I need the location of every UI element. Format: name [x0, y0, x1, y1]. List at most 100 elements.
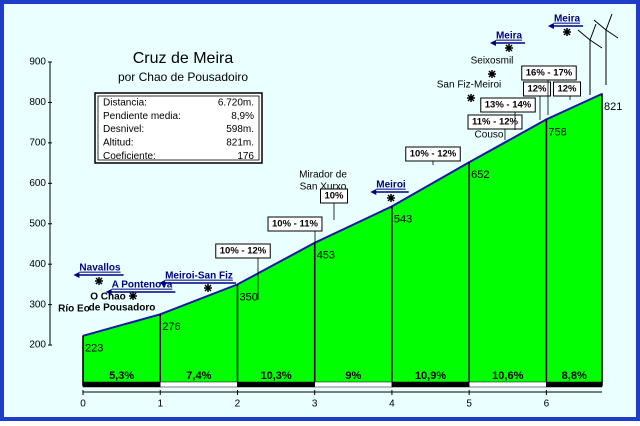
place-arrowhead [370, 189, 377, 195]
gradient-bar [391, 381, 470, 388]
y-tick-label: 200 [29, 340, 46, 351]
asterisk-icon [488, 70, 496, 78]
x-tick-label: 5 [466, 399, 472, 410]
stat-label: Coeficiente: [103, 151, 156, 162]
turbine-icon [593, 13, 619, 85]
gradient-bar [314, 381, 393, 388]
ramp-label: 10% - 12% [410, 149, 457, 160]
ramp-box [319, 188, 349, 204]
chart-title: Cruz de Meira [133, 50, 234, 67]
place-label: San Fiz-Meiroi [437, 80, 501, 91]
asterisk-icon [563, 28, 571, 36]
y-tick-label: 300 [29, 299, 46, 310]
place-label: A Pontenova [112, 280, 173, 291]
gradient-label: 10,6% [492, 370, 523, 382]
gradient-bar [546, 381, 603, 388]
ramp-box [215, 243, 271, 259]
ramp-label: 10% [324, 191, 344, 202]
place-label: Seixosmil [471, 56, 514, 67]
stat-value: 176 [237, 151, 254, 162]
x-tick-label: 2 [235, 399, 241, 410]
chart-subtitle: por Chao de Pousadoiro [118, 70, 248, 84]
y-tick-label: 900 [29, 57, 46, 68]
profile-line [82, 92, 603, 337]
stat-label: Pendiente media: [103, 111, 181, 122]
ramp-label: 12% [527, 84, 547, 95]
stat-label: Distancia: [103, 98, 147, 109]
elevation-label: 350 [239, 291, 257, 303]
stat-value: 6.720m. [218, 98, 254, 109]
place-label: Meira [554, 14, 581, 25]
gradient-label: 5,3% [109, 370, 134, 382]
gradient-bar [468, 381, 547, 388]
asterisk-icon [204, 284, 212, 292]
gradient-label: 9% [345, 370, 361, 382]
gradient-label: 10,9% [415, 370, 446, 382]
place-label: Meira [496, 31, 523, 42]
gradient-bar [159, 381, 238, 388]
place-label: O Chao [90, 292, 126, 303]
ramp-box [552, 81, 582, 97]
elevation-label: 758 [548, 126, 566, 138]
elevation-label: 652 [471, 169, 489, 181]
elevation-label: 821 [604, 101, 622, 113]
place-label: Mirador de [299, 170, 347, 181]
ramp-box [480, 97, 536, 113]
elevation-label: 276 [162, 321, 180, 333]
place-label: Meiroi [376, 180, 406, 191]
elevation-label: 453 [317, 250, 335, 262]
ramp-label: 13% - 14% [485, 100, 532, 111]
asterisk-icon [95, 277, 103, 285]
y-tick-label: 500 [29, 218, 46, 229]
place-label: de Pousadoro [89, 303, 156, 314]
ramp-box [521, 65, 577, 81]
elevation-label: 223 [85, 343, 103, 355]
y-tick-label: 600 [29, 178, 46, 189]
stat-label: Desnivel: [103, 124, 144, 135]
gradient-label: 7,4% [186, 370, 211, 382]
gradient-label: 10,3% [260, 370, 291, 382]
stat-value: 8,9% [231, 111, 254, 122]
ramp-box [267, 216, 323, 232]
place-label: Navallos [79, 263, 121, 274]
stat-value: 598m. [226, 124, 254, 135]
place-label: San Xurxo [300, 182, 347, 193]
x-tick-label: 3 [312, 399, 318, 410]
stats-box-inner [97, 95, 260, 161]
y-tick-label: 800 [29, 97, 46, 108]
place-label: Meiroi-San Fiz [165, 271, 233, 282]
x-tick-label: 6 [544, 399, 550, 410]
place-label: Río Eo [58, 304, 90, 315]
stat-value: 821m. [226, 138, 254, 149]
elevation-label: 543 [394, 213, 412, 225]
place-arrowhead [105, 289, 112, 295]
y-tick-label: 700 [29, 138, 46, 149]
ramp-label: 10% - 11% [272, 219, 318, 230]
gradient-bar [237, 381, 315, 388]
asterisk-icon [129, 292, 137, 300]
stat-label: Altitud: [103, 138, 134, 149]
place-arrowhead [159, 280, 166, 286]
asterisk-icon [387, 194, 395, 202]
ramp-box [405, 146, 461, 162]
asterisk-icon [505, 44, 513, 52]
stats-box [94, 92, 263, 164]
place-arrowhead [73, 272, 80, 278]
ramp-label: 16% - 17% [526, 68, 573, 79]
gradient-bar [82, 381, 161, 388]
ramp-box [467, 114, 523, 130]
ramp-label: 11% - 12% [472, 117, 518, 128]
turbine-icon [577, 23, 603, 95]
place-arrowhead [547, 23, 554, 29]
x-tick-label: 4 [389, 399, 395, 410]
place-label: Couso [475, 130, 504, 141]
ramp-label: 10% - 12% [220, 246, 267, 257]
x-tick-label: 0 [80, 399, 86, 410]
y-tick-label: 400 [29, 259, 46, 270]
asterisk-icon [467, 94, 475, 102]
ramp-label: 12% [557, 84, 577, 95]
ramp-box [522, 81, 552, 97]
gradient-label: 8,8% [562, 370, 587, 382]
